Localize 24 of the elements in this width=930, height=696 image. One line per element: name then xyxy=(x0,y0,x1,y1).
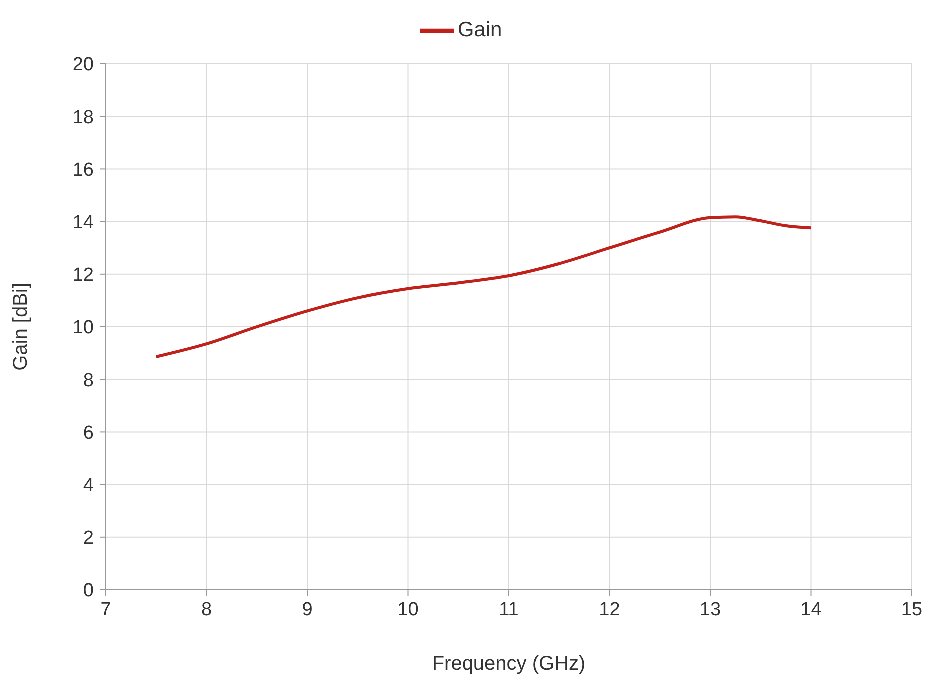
x-tick-label: 11 xyxy=(499,599,519,620)
x-tick-label: 14 xyxy=(800,599,822,620)
y-tick-label: 18 xyxy=(72,107,94,128)
y-tick-label: 16 xyxy=(72,160,94,181)
x-tick-label: 12 xyxy=(599,599,620,620)
x-tick-label: 15 xyxy=(901,599,923,620)
y-tick-label: 12 xyxy=(72,265,94,286)
y-tick-label: 0 xyxy=(83,580,94,602)
legend-label: Gain xyxy=(458,18,502,42)
y-tick-label: 10 xyxy=(72,318,94,339)
x-tick-label: 9 xyxy=(302,599,313,620)
x-tick-label: 7 xyxy=(100,599,112,620)
y-tick-label: 6 xyxy=(83,422,94,444)
x-axis-title: Frequency (GHz) xyxy=(432,653,586,675)
x-tick-label: 13 xyxy=(700,599,722,620)
line-series xyxy=(154,216,813,358)
y-tick-label: 2 xyxy=(83,528,94,550)
x-tick-label: 8 xyxy=(201,599,212,620)
y-tick-label: 20 xyxy=(72,54,94,76)
y-tick-label: 8 xyxy=(83,370,94,392)
y-tick-label: 4 xyxy=(83,476,94,497)
y-tick-label: 14 xyxy=(72,212,94,234)
y-axis-title: Gain [dBi] xyxy=(10,283,32,371)
x-tick-label: 10 xyxy=(398,599,419,620)
